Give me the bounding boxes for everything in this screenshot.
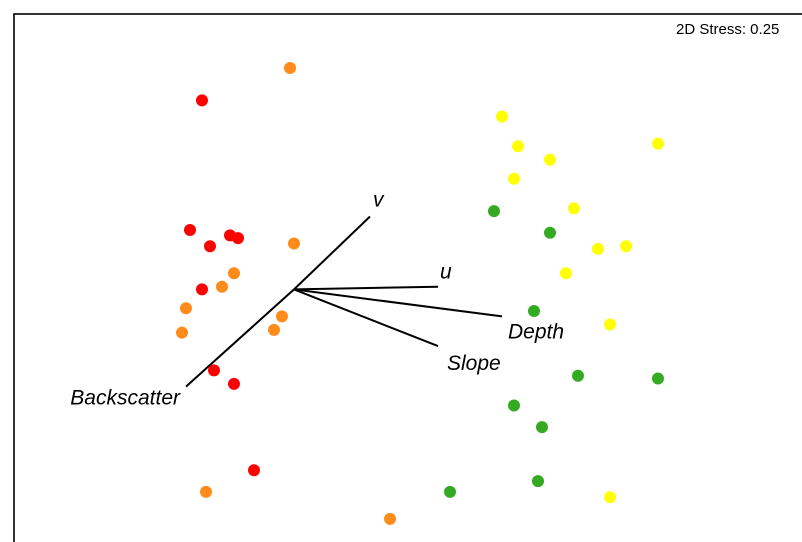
data-point: [248, 464, 260, 477]
data-point: [512, 140, 524, 153]
data-point: [488, 205, 500, 218]
vector-line-v: [293, 215, 371, 291]
data-point: [228, 267, 240, 280]
data-point: [196, 94, 208, 107]
data-point: [200, 485, 212, 498]
data-point: [216, 280, 228, 293]
data-point: [544, 226, 556, 239]
data-point: [544, 153, 556, 166]
data-point: [604, 318, 616, 331]
data-point: [592, 242, 604, 255]
data-point: [176, 326, 188, 339]
data-point: [204, 240, 216, 253]
data-point: [384, 512, 396, 525]
data-point: [568, 202, 580, 215]
data-point: [208, 364, 220, 377]
data-point: [560, 267, 572, 280]
data-point: [604, 491, 616, 504]
data-point: [268, 323, 280, 336]
data-point: [284, 62, 296, 74]
data-point: [276, 310, 288, 323]
data-point: [496, 110, 508, 123]
data-point: [444, 485, 456, 498]
data-point: [620, 240, 632, 253]
data-point: [572, 369, 584, 382]
vector-line-u: [293, 285, 439, 291]
vector-label-backscatter: Backscatter: [70, 387, 181, 410]
vector-line-backscatter: [185, 288, 295, 388]
data-point: [652, 372, 664, 385]
vector-group: [185, 215, 503, 388]
data-point: [196, 283, 208, 296]
data-point: [652, 137, 664, 150]
data-point: [232, 232, 244, 245]
vector-line-depth: [293, 288, 503, 318]
data-point: [508, 172, 520, 185]
data-point: [508, 399, 520, 412]
vector-label-group: v u Depth Slope Backscatter: [70, 189, 564, 410]
data-point: [528, 305, 540, 317]
data-point: [228, 377, 240, 390]
vector-label-v: v: [373, 189, 385, 212]
data-point: [532, 475, 544, 488]
stress-annotation: 2D Stress: 0.25: [676, 21, 779, 38]
vector-label-depth: Depth: [508, 320, 564, 343]
data-point: [180, 302, 192, 315]
plot-frame: [13, 13, 802, 542]
data-point: [184, 224, 196, 236]
vector-line-slope: [293, 288, 439, 348]
point-group: [176, 62, 664, 525]
vector-label-slope: Slope: [447, 352, 501, 375]
vector-label-u: u: [440, 261, 452, 284]
data-point: [536, 421, 548, 434]
data-point: [288, 237, 300, 250]
